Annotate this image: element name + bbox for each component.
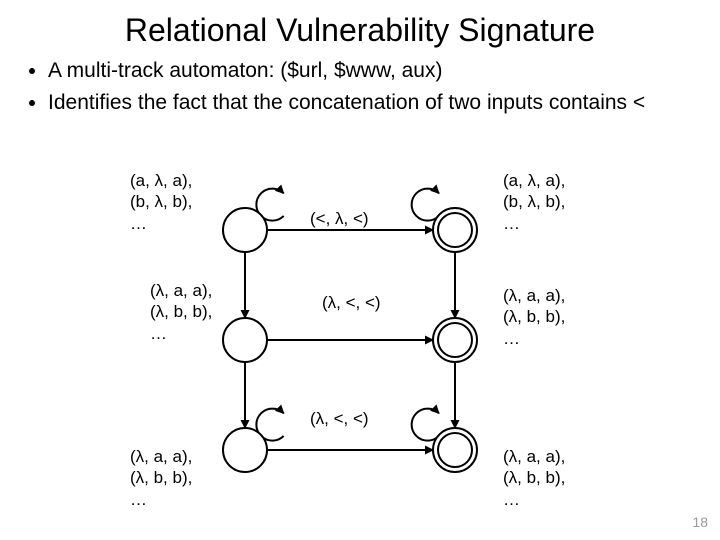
node-label-n4: (λ, a, a), (λ, b, b), … — [503, 285, 565, 349]
bullet-item: A multi-track automaton: ($url, $www, au… — [48, 57, 690, 85]
page-number: 18 — [692, 514, 708, 530]
page-title: Relational Vulnerability Signature — [0, 0, 720, 49]
bullet-item: Identifies the fact that the concatenati… — [48, 89, 690, 117]
node-label-n5: (λ, a, a), (λ, b, b), … — [130, 446, 192, 510]
edge-label-e12: (<, λ, <) — [310, 208, 369, 229]
node-label-n2: (a, λ, a), (b, λ, b), … — [503, 170, 565, 234]
node-label-n1: (a, λ, a), (b, λ, b), … — [130, 170, 192, 234]
edge-label-e56: (λ, <, <) — [310, 408, 369, 429]
bullet-list: A multi-track automaton: ($url, $www, au… — [0, 49, 720, 118]
automaton-diagram: (a, λ, a), (b, λ, b), … (a, λ, a), (b, λ… — [0, 170, 720, 510]
node-label-n3: (λ, a, a), (λ, b, b), … — [150, 280, 212, 344]
edge-label-e34: (λ, <, <) — [322, 292, 381, 313]
node-label-n6: (λ, a, a), (λ, b, b), … — [503, 446, 565, 510]
